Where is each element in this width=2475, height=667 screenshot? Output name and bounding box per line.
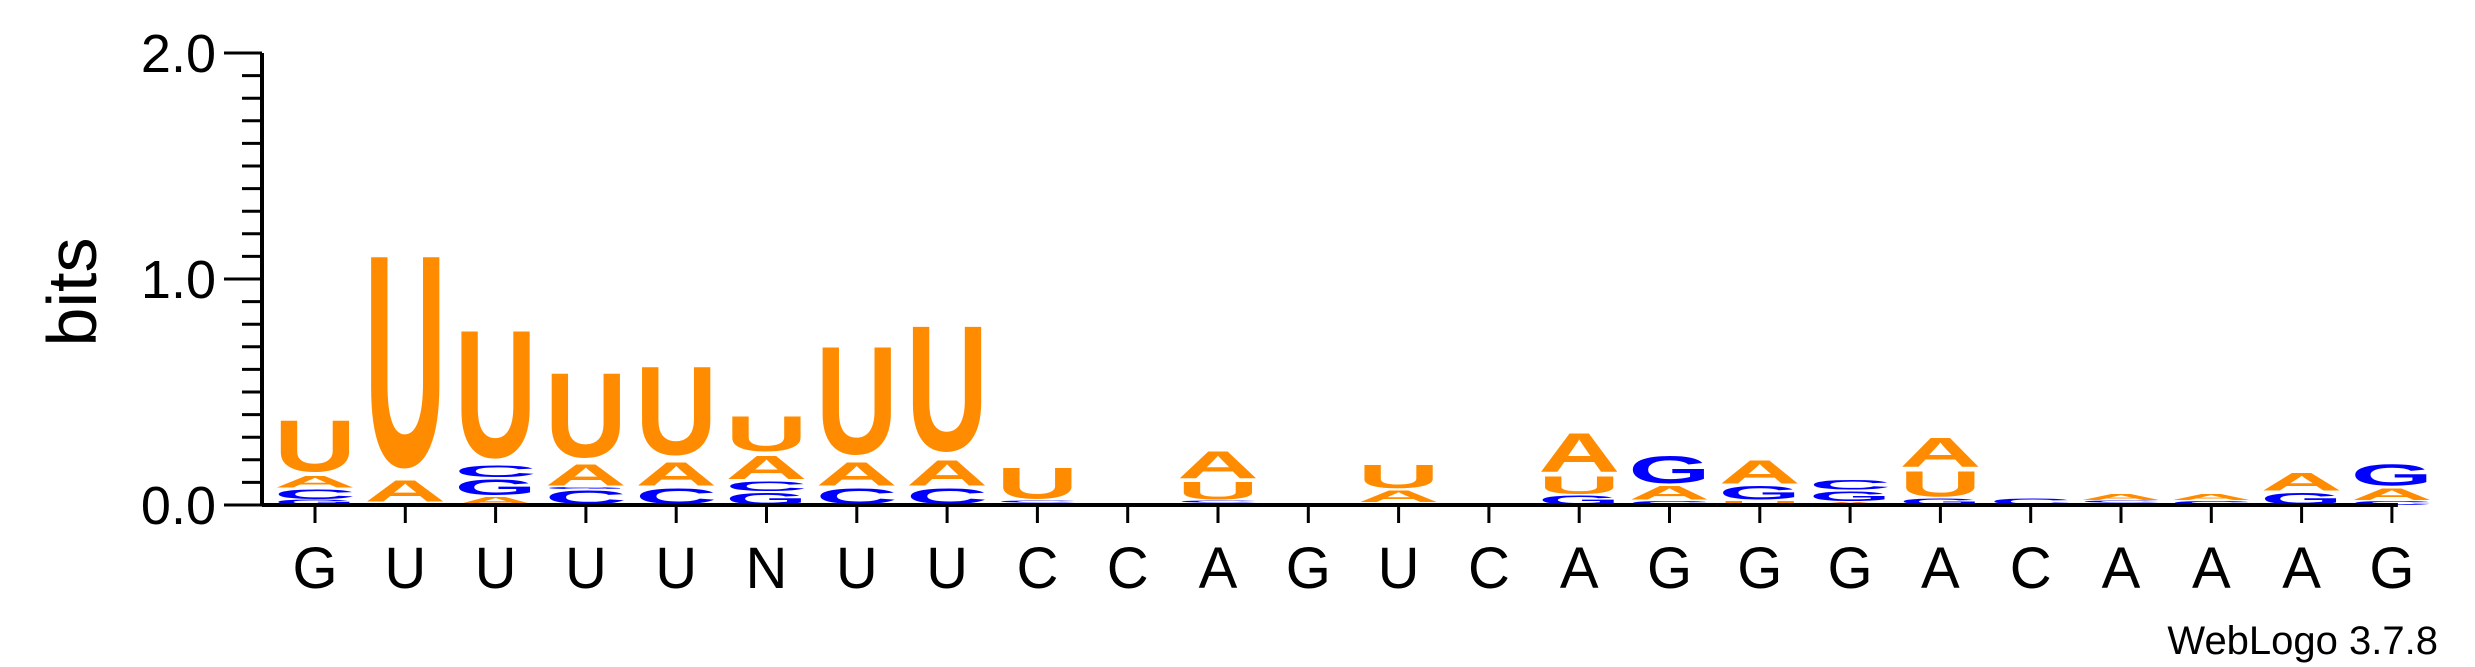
logo-letter-a: A — [2261, 468, 2343, 496]
position-label: U — [475, 536, 517, 601]
logo-letter-c: C — [1809, 477, 1891, 493]
position-label: A — [1560, 536, 1599, 601]
logo-letter-c: C — [1990, 497, 2072, 506]
logo-letter-u: U — [274, 407, 356, 488]
y-axis-label: bits — [33, 238, 111, 347]
position-label: G — [1828, 536, 1873, 601]
position-label: U — [384, 536, 426, 601]
logo-letter-g: G — [1899, 497, 1981, 506]
logo-letter-c: C — [2170, 500, 2252, 506]
logo-letter-a: A — [364, 474, 446, 508]
y-axis: 0.0 1.0 2.0 — [141, 24, 264, 536]
logo-letter-u: U — [906, 288, 988, 489]
logo-letter-a: A — [1358, 487, 1440, 506]
logo-letter-c: C — [274, 486, 356, 502]
logo-letter-c: C — [996, 500, 1078, 503]
logo-letter-u: U — [1538, 471, 1620, 499]
logo-glyph-stacks: GCAUGAUAGCUCGAUCAUGCAUCAUCAUGCUGCUACAUGU… — [274, 193, 2433, 531]
logo-letter-u: U — [455, 294, 537, 497]
logo-letter-a: A — [1629, 482, 1711, 504]
logo-letter-u: U — [1719, 500, 1801, 506]
position-label: U — [655, 536, 697, 601]
logo-letter-a: A — [816, 455, 898, 493]
logo-letter-c: C — [455, 462, 537, 481]
logo-letter-g: G — [545, 487, 627, 490]
logo-letter-u: U — [726, 405, 808, 462]
position-label: A — [1921, 536, 1960, 601]
position-label: A — [2192, 536, 2231, 601]
logo-letter-g: G — [2351, 458, 2433, 492]
logo-letter-c: C — [2351, 500, 2433, 506]
position-label: A — [2282, 536, 2321, 601]
logo-letter-g: G — [1809, 488, 1891, 504]
position-label: G — [2369, 536, 2414, 601]
logo-letter-a: A — [545, 458, 627, 492]
logo-letter-c: C — [1177, 500, 1259, 503]
position-label: U — [565, 536, 607, 601]
position-label: C — [1016, 536, 1058, 601]
position-label: U — [1378, 536, 1420, 601]
position-label: U — [836, 536, 878, 601]
logo-letter-a: A — [726, 448, 808, 486]
logo-letter-a: A — [274, 472, 356, 491]
position-label: U — [926, 536, 968, 601]
logo-letter-u: U — [545, 348, 627, 483]
logo-letter-g: G — [1629, 448, 1711, 492]
logo-letter-a: A — [2080, 493, 2162, 502]
logo-letter-u: U — [1358, 457, 1440, 495]
logo-letter-a: A — [1177, 443, 1259, 487]
position-label: C — [1107, 536, 1149, 601]
logo-letter-a: A — [635, 455, 717, 493]
position-label: C — [1468, 536, 1510, 601]
y-tick-label: 0.0 — [141, 476, 216, 536]
position-label: G — [1286, 536, 1331, 601]
logo-letter-u: U — [364, 193, 446, 531]
position-label: A — [1199, 536, 1238, 601]
logo-letter-u: U — [635, 341, 717, 482]
position-label: C — [2010, 536, 2052, 601]
position-label: N — [746, 536, 788, 601]
logo-letter-u: U — [1177, 477, 1259, 505]
logo-letter-c: C — [1629, 500, 1711, 506]
logo-letter-g: G — [455, 475, 537, 500]
position-label: G — [1737, 536, 1782, 601]
logo-letter-a: A — [906, 453, 988, 494]
y-tick-label: 2.0 — [141, 24, 216, 84]
logo-letter-a: A — [1719, 453, 1801, 491]
logo-letter-u: U — [1899, 464, 1981, 505]
logo-letter-u: U — [996, 459, 1078, 509]
position-label: G — [292, 536, 337, 601]
position-label: G — [1647, 536, 1692, 601]
logo-letter-c: C — [2080, 500, 2162, 503]
logo-letter-a: A — [1538, 421, 1620, 484]
logo-letter-a: A — [1899, 429, 1981, 476]
logo-letter-a: A — [2351, 485, 2433, 504]
logo-letter-g: G — [1719, 482, 1801, 504]
weblogo-version-label: WebLogo 3.7.8 — [2167, 619, 2438, 663]
logo-letter-a: A — [2170, 493, 2252, 502]
logo-letter-u: U — [816, 313, 898, 486]
logo-letter-g: G — [274, 498, 356, 506]
logo-letter-c: C — [726, 478, 808, 494]
position-label: A — [2102, 536, 2141, 601]
y-tick-label: 1.0 — [141, 250, 216, 310]
